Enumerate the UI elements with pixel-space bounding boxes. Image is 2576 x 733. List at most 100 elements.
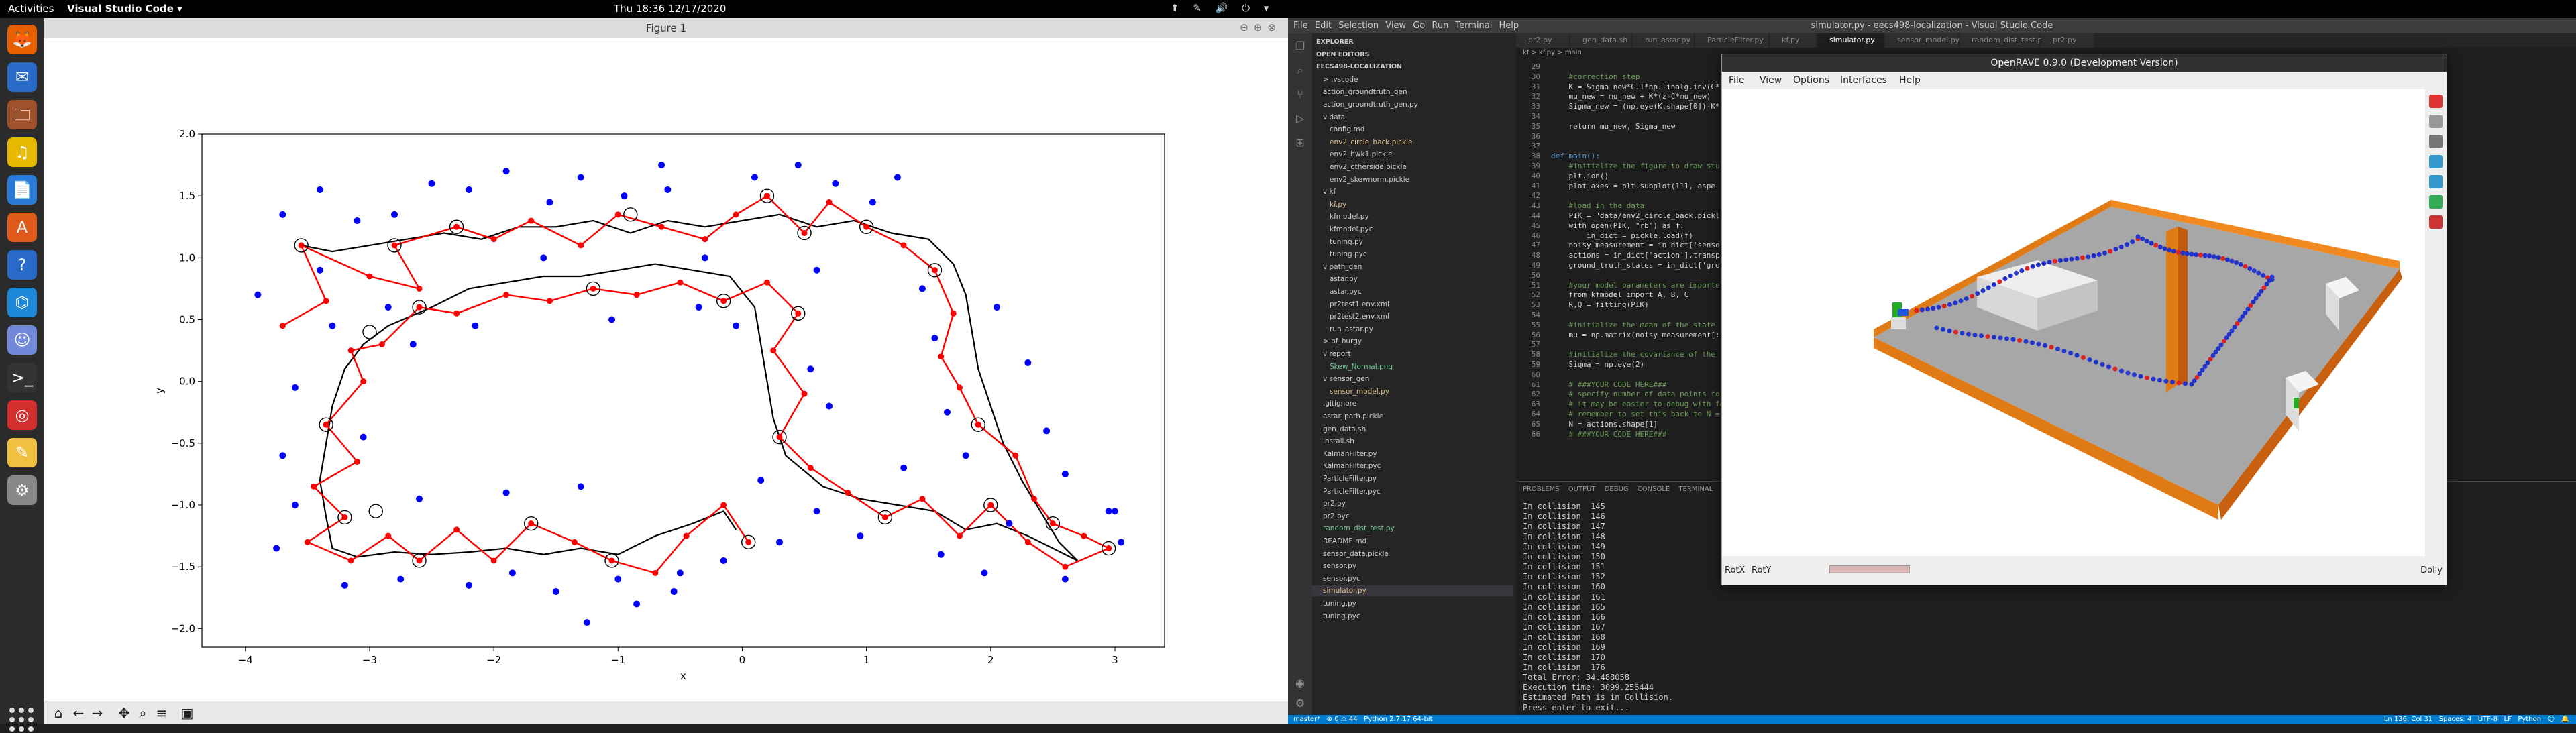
- explorer-item[interactable]: kfmodel.pyc: [1330, 225, 1373, 233]
- explorer-item[interactable]: random_dist_test.py: [1323, 524, 1395, 533]
- explorer-item[interactable]: sensor_model.py: [1330, 387, 1389, 396]
- thunderbird-icon[interactable]: ✉: [7, 62, 37, 92]
- code-line[interactable]: # specify number of data points to: [1551, 390, 1720, 399]
- code-line[interactable]: R,Q = fitting(PIK): [1551, 300, 1649, 310]
- explorer-item[interactable]: README.md: [1323, 537, 1367, 545]
- camera-tool-icon[interactable]: [2429, 135, 2443, 148]
- code-line[interactable]: actions = in_dict['action'].transp: [1551, 251, 1720, 260]
- panel-tabs[interactable]: PROBLEMS OUTPUT DEBUG CONSOLE TERMINAL: [1523, 486, 1713, 493]
- writer-icon[interactable]: 📄: [7, 175, 37, 205]
- explorer-item[interactable]: .gitignore: [1323, 400, 1357, 408]
- explorer-item[interactable]: astar.pyc: [1330, 288, 1362, 296]
- figure-titlebar[interactable]: Figure 1 ⊖⊕⊗: [44, 18, 1288, 38]
- source-control-icon[interactable]: ⑂: [1297, 88, 1303, 101]
- code-line[interactable]: PIK = "data/env2_circle_back.pickl: [1551, 211, 1720, 220]
- code-line[interactable]: #your model parameters are importe: [1551, 280, 1720, 290]
- search-icon[interactable]: ⌕: [1297, 64, 1303, 76]
- system-tray[interactable]: ⬆ ✎ 🔊 ⏻ ▾: [1171, 2, 1275, 14]
- code-line[interactable]: #correction step: [1551, 72, 1640, 81]
- configure-subplots-icon[interactable]: ≡: [156, 705, 168, 721]
- explorer-item[interactable]: env2_otherside.pickle: [1330, 163, 1407, 171]
- select-tool-icon[interactable]: [2429, 95, 2443, 108]
- explorer-item[interactable]: Skew_Normal.png: [1330, 362, 1393, 371]
- rhythmbox-icon[interactable]: ♫: [7, 137, 37, 167]
- explorer-item[interactable]: sensor_data.pickle: [1323, 549, 1389, 558]
- code-line[interactable]: # it may be easier to debug with fe: [1551, 400, 1725, 409]
- explorer-item[interactable]: tuning.py: [1323, 600, 1356, 608]
- status-right[interactable]: Ln 136, Col 31 Spaces: 4 UTF-8 LF Python…: [2383, 716, 2569, 723]
- show-applications-button[interactable]: [9, 708, 35, 733]
- openrave-menu-view[interactable]: View: [1760, 75, 1782, 86]
- text-editor-icon[interactable]: ✎: [7, 438, 37, 467]
- code-line[interactable]: mu = np.matrix(noisy_measurement[:: [1551, 330, 1720, 339]
- explorer-item[interactable]: install.sh: [1323, 437, 1354, 446]
- code-line[interactable]: #initialize the figure to draw stu: [1551, 162, 1720, 170]
- status-left[interactable]: master* ⊗ 0 ⚠ 44 Python 2.7.17 64-bit: [1293, 716, 1433, 723]
- zoom-icon[interactable]: ⌕: [139, 705, 147, 721]
- explorer-item[interactable]: EECS498-LOCALIZATION: [1316, 63, 1402, 71]
- editor-tab[interactable]: random_dist_test.py: [1960, 33, 2047, 48]
- explorer-item[interactable]: pr2test1.env.xml: [1330, 300, 1390, 308]
- explorer-item[interactable]: OPEN EDITORS: [1316, 50, 1370, 58]
- move-tool-icon[interactable]: [2429, 115, 2443, 128]
- code-line[interactable]: Sigma_new = (np.eye(K.shape[0])-K*: [1551, 102, 1720, 111]
- editor-tab[interactable]: ParticleFilter.py: [1695, 33, 1769, 48]
- explorer-item[interactable]: > .vscode: [1323, 75, 1358, 84]
- explorer-item[interactable]: env2_skewnorm.pickle: [1330, 175, 1410, 184]
- files-icon[interactable]: 🗀: [7, 100, 37, 129]
- explorer-item[interactable]: pr2.py: [1323, 500, 1346, 508]
- explorer-item[interactable]: > pf_burgy: [1323, 337, 1362, 346]
- code-line[interactable]: K = Sigma_new*C.T*np.linalg.inv(C*: [1551, 82, 1720, 91]
- editor-tab[interactable]: simulator.py: [1817, 33, 1884, 48]
- explorer-item[interactable]: v kf: [1323, 188, 1336, 196]
- code-line[interactable]: ground_truth_states = in_dict['gro: [1551, 261, 1720, 270]
- explorer-item[interactable]: kfmodel.py: [1330, 213, 1369, 221]
- code-line[interactable]: plt.ion(): [1551, 171, 1609, 180]
- explorer-item[interactable]: kf.py: [1330, 200, 1347, 209]
- editor-tab[interactable]: gen_data.sh: [1570, 33, 1632, 48]
- explorer-item[interactable]: astar_path.pickle: [1323, 412, 1384, 420]
- activities-button[interactable]: Activities: [8, 3, 54, 15]
- editor-tab[interactable]: run_astar.py: [1633, 33, 1695, 48]
- code-line[interactable]: from kfmodel import A, B, C: [1551, 290, 1689, 300]
- code-line[interactable]: with open(PIK, "rb") as f:: [1551, 221, 1684, 230]
- explorer-item[interactable]: v data: [1323, 113, 1346, 121]
- code-line[interactable]: return mu_new, Sigma_new: [1551, 121, 1676, 131]
- run-debug-icon[interactable]: ▷: [1295, 112, 1305, 125]
- software-icon[interactable]: A: [7, 213, 37, 242]
- explorer-item[interactable]: env2_hwk1.pickle: [1330, 150, 1393, 159]
- explorer-item[interactable]: EXPLORER: [1316, 38, 1354, 46]
- editor-tab[interactable]: sensor_model.py: [1885, 33, 1960, 48]
- openrave-menu-file[interactable]: File: [1729, 75, 1745, 86]
- explorer-item[interactable]: pr2test2.env.xml: [1330, 313, 1390, 321]
- explorer-item[interactable]: v sensor_gen: [1323, 375, 1370, 384]
- explorer-item[interactable]: ParticleFilter.py: [1323, 475, 1377, 483]
- explorer-item[interactable]: run_astar.py: [1330, 325, 1373, 333]
- openrave-3d-viewer[interactable]: [1722, 89, 2425, 556]
- explorer-item[interactable]: v path_gen: [1323, 262, 1362, 271]
- view-tool-icon[interactable]: [2429, 155, 2443, 168]
- app-menu[interactable]: Visual Studio Code ▾: [67, 3, 182, 15]
- record-tool-icon[interactable]: [2429, 195, 2443, 209]
- explorer-item[interactable]: sensor.py: [1323, 562, 1357, 571]
- vscode-menu[interactable]: File Edit Selection View Go Run Terminal…: [1293, 21, 1519, 31]
- code-line[interactable]: N = actions.shape[1]: [1551, 419, 1658, 429]
- discord-icon[interactable]: ☺: [7, 325, 37, 355]
- explorer-item[interactable]: tuning.py: [1330, 237, 1363, 246]
- pan-icon[interactable]: ✥: [118, 705, 130, 721]
- vscode-icon[interactable]: ⌬: [7, 288, 37, 317]
- code-line[interactable]: in_dict = pickle.load(f): [1551, 231, 1693, 240]
- explorer-item[interactable]: simulator.py: [1312, 585, 1513, 597]
- settings-icon[interactable]: ⚙: [7, 475, 37, 505]
- save-icon[interactable]: ▣: [180, 705, 194, 721]
- code-line[interactable]: plot_axes = plt.subplot(111, aspe: [1551, 181, 1716, 190]
- editor-tab[interactable]: kf.py: [1770, 33, 1817, 48]
- editor-tab[interactable]: pr2.py: [1516, 33, 1570, 48]
- stop-tool-icon[interactable]: [2429, 215, 2443, 229]
- code-line[interactable]: # ###YOUR CODE HERE###: [1551, 380, 1667, 389]
- explorer-item[interactable]: pr2.pyc: [1323, 512, 1350, 520]
- window-controls[interactable]: ⊖⊕⊗: [1240, 21, 1281, 34]
- roty-thumbwheel[interactable]: [1829, 565, 1910, 573]
- home-view-tool-icon[interactable]: [2429, 175, 2443, 188]
- code-line[interactable]: #initialize the covariance of the: [1551, 350, 1716, 359]
